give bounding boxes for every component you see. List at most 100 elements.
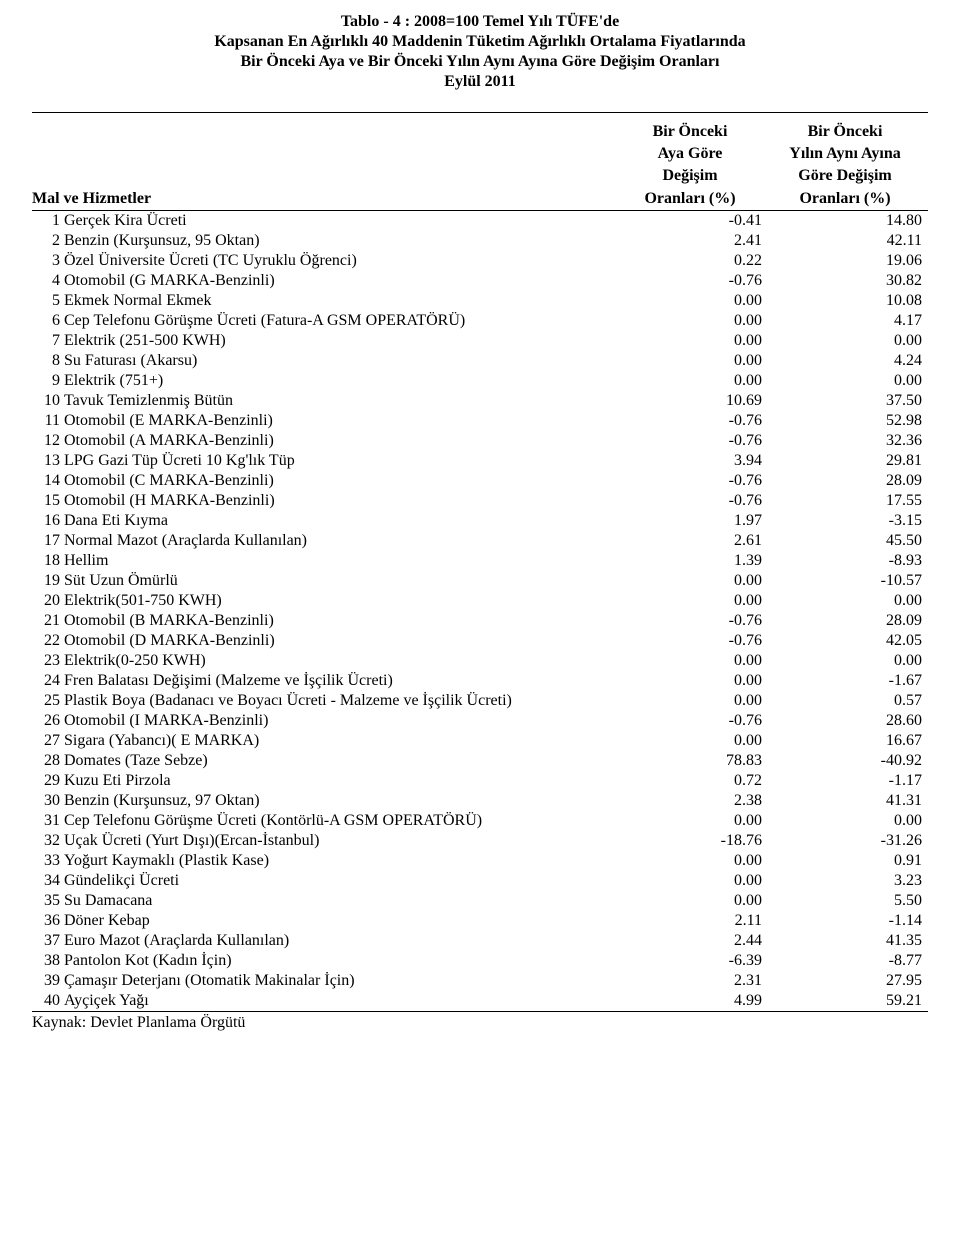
col1-header-l1: Bir Önceki	[618, 121, 768, 143]
row-value-month: -0.76	[618, 431, 768, 451]
row-value-year: -1.17	[768, 771, 928, 791]
table-title: Tablo - 4 : 2008=100 Temel Yılı TÜFE'de …	[32, 12, 928, 92]
row-value-month: 0.00	[618, 731, 768, 751]
row-index: 16	[32, 511, 64, 531]
title-line-3: Bir Önceki Aya ve Bir Önceki Yılın Aynı …	[32, 52, 928, 72]
row-value-month: -6.39	[618, 951, 768, 971]
table-row: 15Otomobil (H MARKA-Benzinli)-0.7617.55	[32, 491, 928, 511]
table-row: 39Çamaşır Deterjanı (Otomatik Makinalar …	[32, 971, 928, 991]
row-value-year: -10.57	[768, 571, 928, 591]
row-index: 15	[32, 491, 64, 511]
row-index: 31	[32, 811, 64, 831]
row-value-year: -8.93	[768, 551, 928, 571]
row-value-month: 10.69	[618, 391, 768, 411]
row-value-month: 0.00	[618, 691, 768, 711]
row-value-year: 19.06	[768, 251, 928, 271]
row-value-month: -0.41	[618, 211, 768, 231]
table-row: 40Ayçiçek Yağı4.9959.21	[32, 991, 928, 1011]
row-value-month: 1.39	[618, 551, 768, 571]
row-index: 20	[32, 591, 64, 611]
table-row: 28Domates (Taze Sebze)78.83-40.92	[32, 751, 928, 771]
row-index: 8	[32, 351, 64, 371]
row-value-year: 14.80	[768, 211, 928, 231]
row-name: Benzin (Kurşunsuz, 97 Oktan)	[64, 791, 618, 811]
bottom-rule	[32, 1011, 928, 1012]
row-index: 34	[32, 871, 64, 891]
row-name: Elektrik (751+)	[64, 371, 618, 391]
row-index: 1	[32, 211, 64, 231]
row-name: Elektrik (251-500 KWH)	[64, 331, 618, 351]
col1-header-l4: Oranları (%)	[618, 188, 768, 210]
row-value-year: 42.05	[768, 631, 928, 651]
row-name: Sigara (Yabancı)( E MARKA)	[64, 731, 618, 751]
row-name: Döner Kebap	[64, 911, 618, 931]
table-row: 33Yoğurt Kaymaklı (Plastik Kase)0.000.91	[32, 851, 928, 871]
row-index: 33	[32, 851, 64, 871]
row-index: 40	[32, 991, 64, 1011]
table-row: 6Cep Telefonu Görüşme Ücreti (Fatura-A G…	[32, 311, 928, 331]
row-index: 17	[32, 531, 64, 551]
row-value-year: -31.26	[768, 831, 928, 851]
row-index: 21	[32, 611, 64, 631]
row-value-year: 4.17	[768, 311, 928, 331]
row-value-year: -40.92	[768, 751, 928, 771]
row-value-month: 0.00	[618, 571, 768, 591]
row-index: 3	[32, 251, 64, 271]
row-name: Su Damacana	[64, 891, 618, 911]
row-name: Cep Telefonu Görüşme Ücreti (Fatura-A GS…	[64, 311, 618, 331]
row-name: Yoğurt Kaymaklı (Plastik Kase)	[64, 851, 618, 871]
row-value-year: 41.35	[768, 931, 928, 951]
row-value-year: 28.60	[768, 711, 928, 731]
table-row: 12Otomobil (A MARKA-Benzinli)-0.7632.36	[32, 431, 928, 451]
table-row: 26Otomobil (I MARKA-Benzinli)-0.7628.60	[32, 711, 928, 731]
row-index: 12	[32, 431, 64, 451]
row-value-year: 28.09	[768, 471, 928, 491]
row-value-year: 0.00	[768, 591, 928, 611]
row-value-month: 4.99	[618, 991, 768, 1011]
row-value-month: 2.44	[618, 931, 768, 951]
row-value-year: 0.57	[768, 691, 928, 711]
table-row: 5Ekmek Normal Ekmek0.0010.08	[32, 291, 928, 311]
row-value-month: 0.00	[618, 311, 768, 331]
row-value-year: 5.50	[768, 891, 928, 911]
row-index: 6	[32, 311, 64, 331]
row-index: 22	[32, 631, 64, 651]
row-value-month: 0.00	[618, 851, 768, 871]
row-name: Su Faturası (Akarsu)	[64, 351, 618, 371]
row-value-month: 2.38	[618, 791, 768, 811]
row-name: Benzin (Kurşunsuz, 95 Oktan)	[64, 231, 618, 251]
table-row: 11Otomobil (E MARKA-Benzinli)-0.7652.98	[32, 411, 928, 431]
row-name: Otomobil (C MARKA-Benzinli)	[64, 471, 618, 491]
row-value-year: 29.81	[768, 451, 928, 471]
table-row: 32Uçak Ücreti (Yurt Dışı)(Ercan-İstanbul…	[32, 831, 928, 851]
row-name: Otomobil (D MARKA-Benzinli)	[64, 631, 618, 651]
row-value-month: 0.72	[618, 771, 768, 791]
row-name: Kuzu Eti Pirzola	[64, 771, 618, 791]
row-value-year: 52.98	[768, 411, 928, 431]
row-index: 13	[32, 451, 64, 471]
row-name: Otomobil (H MARKA-Benzinli)	[64, 491, 618, 511]
table-row: 14Otomobil (C MARKA-Benzinli)-0.7628.09	[32, 471, 928, 491]
row-value-month: 78.83	[618, 751, 768, 771]
row-value-year: 37.50	[768, 391, 928, 411]
items-header: Mal ve Hizmetler	[32, 121, 618, 210]
table-row: 23Elektrik(0-250 KWH)0.000.00	[32, 651, 928, 671]
row-name: Çamaşır Deterjanı (Otomatik Makinalar İç…	[64, 971, 618, 991]
row-value-month: 0.00	[618, 591, 768, 611]
table-row: 34Gündelikçi Ücreti0.003.23	[32, 871, 928, 891]
row-value-year: 0.91	[768, 851, 928, 871]
row-index: 38	[32, 951, 64, 971]
row-value-year: 17.55	[768, 491, 928, 511]
row-value-month: 0.00	[618, 651, 768, 671]
row-value-year: 42.11	[768, 231, 928, 251]
row-index: 9	[32, 371, 64, 391]
row-value-month: 0.00	[618, 331, 768, 351]
table-row: 35Su Damacana0.005.50	[32, 891, 928, 911]
row-name: Gerçek Kira Ücreti	[64, 211, 618, 231]
row-value-year: -1.67	[768, 671, 928, 691]
row-value-year: 30.82	[768, 271, 928, 291]
row-value-month: 0.00	[618, 871, 768, 891]
row-name: LPG Gazi Tüp Ücreti 10 Kg'lık Tüp	[64, 451, 618, 471]
row-value-month: -0.76	[618, 411, 768, 431]
row-value-month: -18.76	[618, 831, 768, 851]
